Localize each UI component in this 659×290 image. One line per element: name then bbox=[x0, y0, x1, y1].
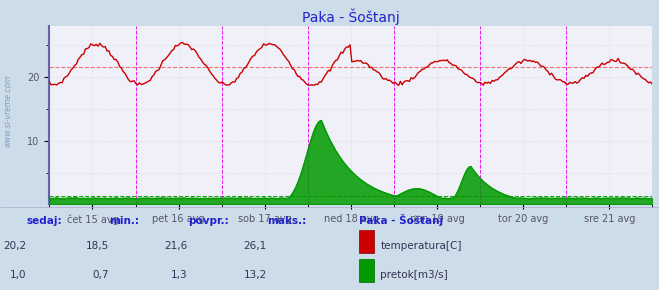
Bar bbox=[359, 230, 374, 253]
Text: povpr.:: povpr.: bbox=[188, 216, 229, 226]
Text: pretok[m3/s]: pretok[m3/s] bbox=[380, 270, 448, 280]
Text: www.si-vreme.com: www.si-vreme.com bbox=[3, 74, 13, 146]
Text: 26,1: 26,1 bbox=[244, 241, 267, 251]
Text: temperatura[C]: temperatura[C] bbox=[380, 241, 462, 251]
Text: Paka - Šoštanj: Paka - Šoštanj bbox=[359, 214, 444, 226]
Text: 13,2: 13,2 bbox=[244, 270, 267, 280]
Text: 1,3: 1,3 bbox=[171, 270, 188, 280]
Bar bbox=[359, 259, 374, 282]
Text: 21,6: 21,6 bbox=[165, 241, 188, 251]
Text: 1,0: 1,0 bbox=[10, 270, 26, 280]
Text: 0,7: 0,7 bbox=[92, 270, 109, 280]
Text: 20,2: 20,2 bbox=[3, 241, 26, 251]
Title: Paka - Šoštanj: Paka - Šoštanj bbox=[302, 8, 400, 25]
Text: maks.:: maks.: bbox=[267, 216, 306, 226]
Text: 18,5: 18,5 bbox=[86, 241, 109, 251]
Text: sedaj:: sedaj: bbox=[26, 216, 62, 226]
Text: min.:: min.: bbox=[109, 216, 139, 226]
